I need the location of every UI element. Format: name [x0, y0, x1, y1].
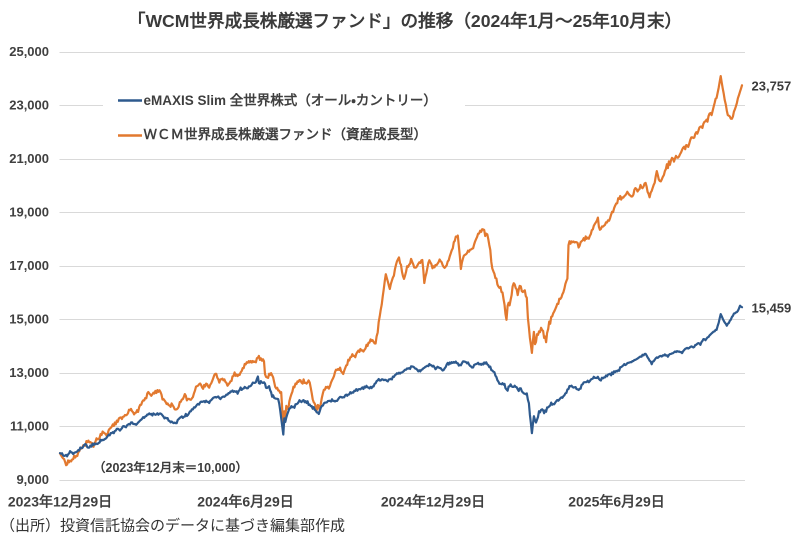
svg-text:17,000: 17,000: [9, 258, 49, 273]
svg-text:15,000: 15,000: [9, 312, 49, 327]
svg-text:2023年12月29日: 2023年12月29日: [8, 494, 112, 510]
svg-text:9,000: 9,000: [16, 472, 49, 487]
svg-text:eMAXIS Slim 全世界株式（オール・カントリー）: eMAXIS Slim 全世界株式（オール・カントリー）: [144, 92, 437, 108]
svg-text:2024年6月29日: 2024年6月29日: [197, 494, 294, 510]
svg-text:2025年6月29日: 2025年6月29日: [568, 494, 665, 510]
svg-text:（出所）投資信託協会のデータに基づき編集部作成: （出所）投資信託協会のデータに基づき編集部作成: [0, 517, 345, 535]
svg-text:21,000: 21,000: [9, 151, 49, 166]
svg-text:25,000: 25,000: [9, 44, 49, 59]
svg-text:23,000: 23,000: [9, 98, 49, 113]
svg-text:（2023年12月末＝10,000）: （2023年12月末＝10,000）: [93, 460, 248, 475]
svg-text:ＷＣＭ世界成長株厳選ファンド（資産成長型）: ＷＣＭ世界成長株厳選ファンド（資産成長型）: [144, 126, 428, 142]
svg-text:19,000: 19,000: [9, 205, 49, 220]
svg-text:11,000: 11,000: [10, 419, 49, 434]
svg-text:13,000: 13,000: [9, 365, 49, 380]
svg-text:「WCM世界成長株厳選ファンド」の推移（2024年1月～25: 「WCM世界成長株厳選ファンド」の推移（2024年1月～25年10月末）: [128, 11, 682, 31]
svg-text:23,757: 23,757: [752, 79, 792, 94]
svg-text:2024年12月29日: 2024年12月29日: [381, 494, 485, 510]
svg-text:15,459: 15,459: [752, 301, 792, 316]
